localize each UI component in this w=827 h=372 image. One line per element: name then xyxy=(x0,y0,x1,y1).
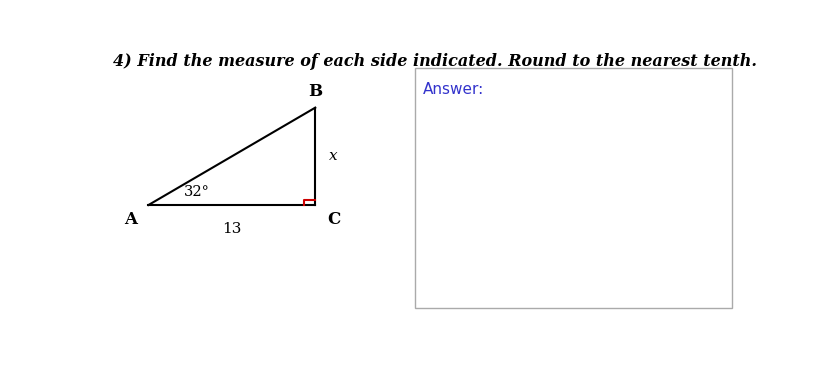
Text: 13: 13 xyxy=(222,222,241,236)
Text: C: C xyxy=(327,211,340,228)
Text: 4) Find the measure of each side indicated. Round to the nearest tenth.: 4) Find the measure of each side indicat… xyxy=(113,53,756,70)
Bar xyxy=(414,68,732,308)
Text: Answer:: Answer: xyxy=(422,82,483,97)
Text: 32°: 32° xyxy=(184,185,209,199)
Text: A: A xyxy=(124,211,136,228)
Text: B: B xyxy=(308,83,322,100)
Text: x: x xyxy=(329,149,337,163)
